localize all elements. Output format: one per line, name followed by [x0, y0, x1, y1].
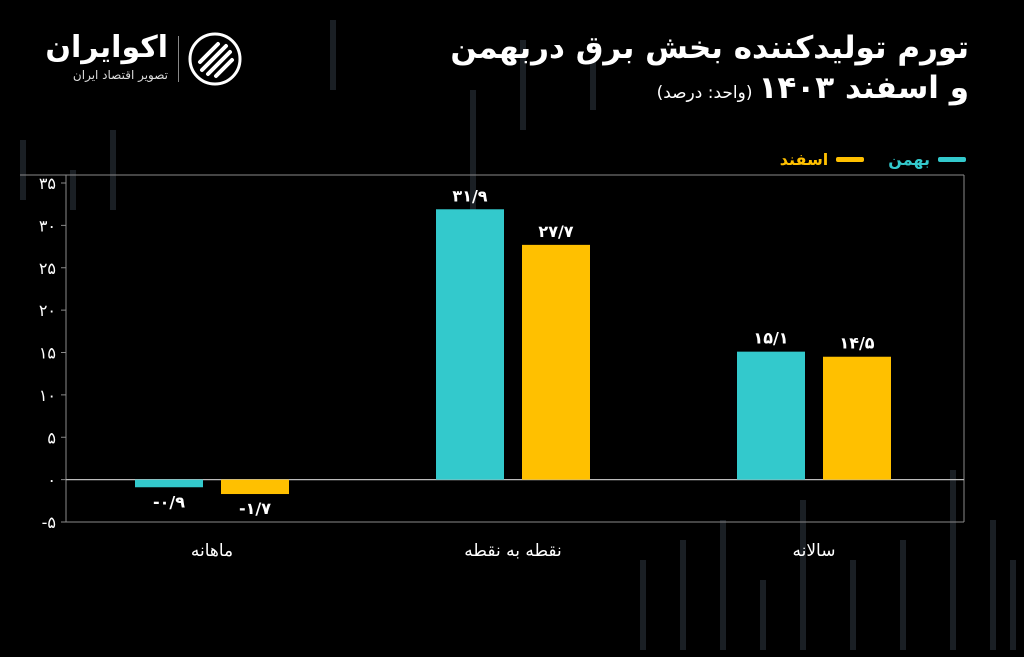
- y-tick-label: -۵: [42, 513, 56, 532]
- bar-esfand: [221, 479, 289, 495]
- y-tick-label: ۳۰: [39, 216, 56, 235]
- bar-bahman: [436, 209, 504, 480]
- data-label: ۲۷/۷: [538, 222, 573, 241]
- background-candle: [950, 470, 956, 650]
- bar-esfand: [823, 356, 891, 480]
- logo-name: اکوایران: [45, 30, 168, 65]
- background-candle: [680, 540, 686, 650]
- legend-label-bahman: بهمن: [888, 150, 930, 169]
- data-label: -۰/۹: [153, 492, 185, 511]
- background-candle: [520, 40, 526, 130]
- background-candle: [720, 520, 726, 650]
- legend-swatch-esfand: [836, 157, 865, 162]
- title-line-1: تورم تولیدکننده بخش برق دربهمن: [450, 30, 969, 66]
- x-category-label: نقطه به نقطه: [464, 541, 561, 561]
- background-candle: [70, 170, 76, 210]
- title-unit: (واحد: درصد): [656, 83, 753, 103]
- bar-esfand: [522, 244, 590, 480]
- logo-divider: [178, 36, 179, 82]
- legend-label-esfand: اسفند: [779, 150, 829, 169]
- background-candle: [850, 560, 856, 650]
- background-candle: [900, 540, 906, 650]
- data-label: ۱۴/۵: [839, 334, 874, 353]
- background-candle: [470, 90, 476, 210]
- background-candle: [1010, 560, 1016, 650]
- logo-tagline: تصویر اقتصاد ایران: [72, 68, 168, 82]
- background-candle: [20, 140, 26, 200]
- data-label: ۳۱/۹: [452, 186, 487, 205]
- data-label: ۱۵/۱: [753, 329, 788, 348]
- y-tick-label: ۱۵: [39, 344, 56, 363]
- y-tick-label: ۰: [47, 471, 56, 490]
- logo: اکوایران تصویر اقتصاد ایران: [38, 30, 268, 90]
- legend-swatch-bahman: [938, 157, 966, 162]
- legend: بهمن اسفند: [780, 150, 966, 169]
- y-tick-label: ۲۵: [39, 259, 56, 278]
- chart-title: تورم تولیدکننده بخش برق دربهمن و اسفند ۱…: [369, 28, 969, 113]
- data-label: -۱/۷: [239, 499, 271, 518]
- bar-bahman: [135, 479, 203, 488]
- legend-item-esfand: اسفند: [780, 150, 865, 169]
- title-line-2: و اسفند ۱۴۰۳(واحد: درصد): [369, 68, 969, 113]
- y-tick-label: ۲۰: [39, 301, 56, 320]
- background-candle: [990, 520, 996, 650]
- background-candle: [760, 580, 766, 650]
- background-candle: [640, 560, 646, 650]
- legend-item-bahman: بهمن: [888, 150, 966, 169]
- background-candle: [590, 60, 596, 110]
- background-candle: [110, 130, 116, 210]
- x-category-label: ماهانه: [191, 541, 233, 561]
- background-candle: [330, 20, 336, 90]
- x-category-label: سالانه: [793, 541, 836, 561]
- y-tick-label: ۵: [47, 428, 56, 447]
- title-line-2-text: و اسفند ۱۴۰۳: [758, 70, 969, 106]
- bar-bahman: [737, 351, 805, 480]
- logo-mark-icon: [188, 32, 242, 86]
- background-candle: [800, 500, 806, 650]
- y-tick-label: ۳۵: [39, 174, 56, 193]
- y-tick-label: ۱۰: [39, 386, 56, 405]
